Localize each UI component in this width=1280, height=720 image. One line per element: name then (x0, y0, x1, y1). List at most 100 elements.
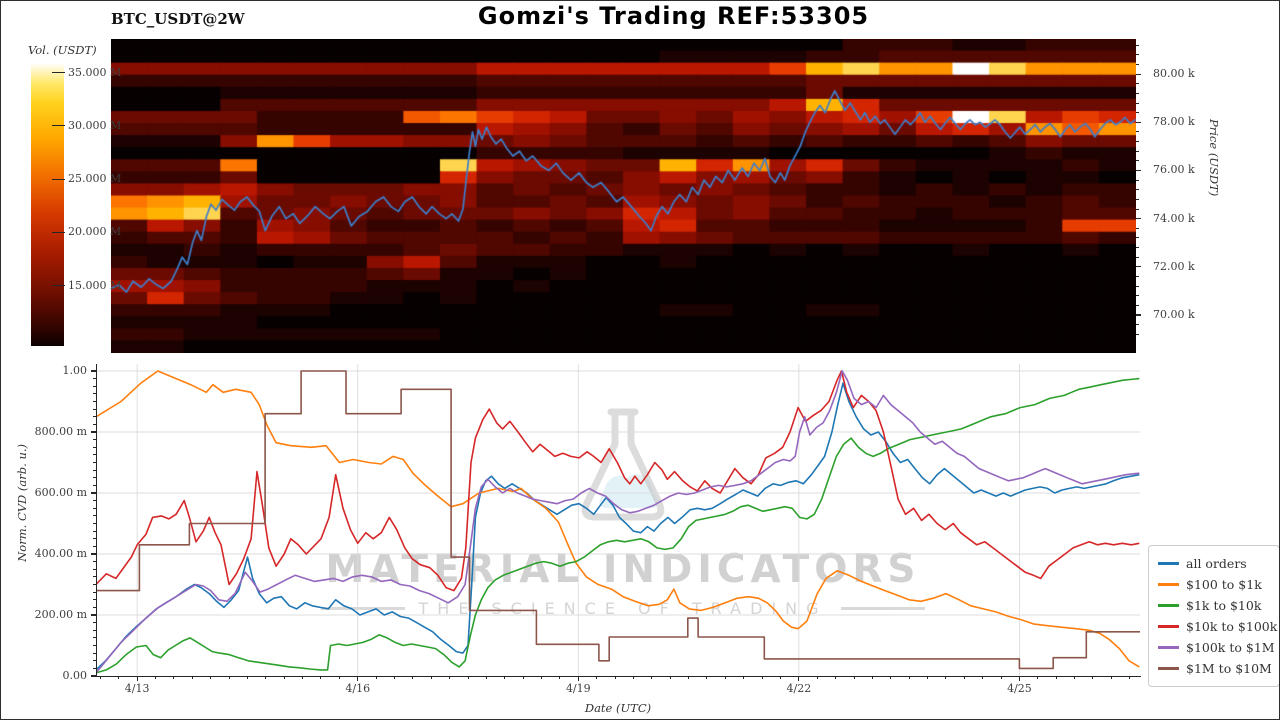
cvd-tick (91, 553, 96, 555)
colorbar-tick (52, 72, 65, 74)
x-minor-tick (559, 676, 561, 679)
cvd-tick-label: 0.00 (62, 669, 88, 682)
cvd-tick-label: 800.00 m (34, 425, 87, 438)
cvd-minor-tick (93, 645, 96, 646)
legend-label: $1M to $10M (1186, 661, 1272, 676)
price-minor-tick (1136, 179, 1139, 181)
price-minor-tick (1136, 160, 1139, 162)
price-minor-tick (1136, 285, 1139, 287)
watermark-rule-left (321, 607, 405, 610)
x-minor-tick (724, 676, 726, 679)
price-tick (1136, 266, 1141, 268)
legend-label: $100 to $1k (1186, 577, 1262, 592)
watermark-flask-icon (581, 408, 665, 521)
x-minor-tick (485, 676, 487, 679)
bottom-spine (96, 676, 1141, 677)
cvd-minor-tick (93, 637, 96, 639)
cvd-minor-tick (93, 446, 96, 448)
x-minor-tick (430, 676, 432, 679)
cvd-minor-tick (93, 530, 96, 532)
x-minor-tick (853, 676, 855, 679)
cvd-minor-tick (93, 545, 96, 547)
colorbar-tick (52, 178, 65, 180)
legend-swatch (1158, 667, 1179, 670)
series--100-to-1k (96, 370, 1140, 668)
x-minor-tick (816, 676, 818, 679)
cvd-minor-tick (93, 416, 96, 418)
cvd-minor-tick (93, 385, 96, 387)
x-minor-tick (191, 676, 193, 679)
x-minor-tick (228, 676, 230, 679)
price-minor-tick (1136, 333, 1139, 335)
price-minor-tick (1136, 275, 1139, 277)
price-tick-label: 70.00 k (1153, 307, 1195, 321)
x-minor-tick (1055, 676, 1057, 679)
x-tick (136, 676, 138, 681)
x-minor-tick (338, 676, 340, 679)
cvd-tick-label: 200.00 m (34, 608, 87, 621)
price-minor-tick (1136, 141, 1139, 143)
x-minor-tick (283, 676, 285, 679)
x-minor-tick (504, 676, 506, 679)
cvd-minor-tick (93, 469, 96, 471)
price-tick (1136, 218, 1141, 220)
x-minor-tick (393, 676, 395, 679)
x-minor-tick (963, 676, 965, 679)
x-tick-label: 4/19 (565, 682, 591, 695)
cvd-minor-tick (93, 423, 96, 425)
cvd-tick (91, 492, 96, 494)
x-minor-tick (1037, 676, 1039, 679)
legend-item: $1M to $10M (1158, 658, 1272, 679)
colorbar-tick-label: 25.000 M (68, 172, 122, 186)
cvd-tick-label: 1.00 (62, 364, 88, 377)
cvd-minor-tick (93, 462, 96, 463)
x-minor-tick (1092, 676, 1094, 679)
x-minor-tick (320, 676, 322, 679)
x-tick-label: 4/13 (124, 682, 150, 695)
x-minor-tick (467, 676, 469, 679)
series--1m-to-10m (96, 370, 1140, 670)
cvd-tick-label: 400.00 m (34, 547, 87, 560)
price-minor-tick (1136, 112, 1139, 114)
x-tick (1018, 676, 1020, 681)
x-minor-tick (375, 676, 377, 679)
page-title: Gomzi's Trading REF:53305 (477, 2, 870, 30)
price-minor-tick (1136, 189, 1139, 191)
cvd-tick (91, 675, 96, 677)
price-tick (1136, 73, 1141, 75)
cvd-minor-tick (93, 484, 96, 486)
x-minor-tick (99, 676, 101, 679)
x-minor-tick (541, 676, 543, 679)
cvd-minor-tick (93, 667, 96, 669)
x-minor-tick (982, 676, 984, 679)
colorbar-tick-label: 35.000 M (68, 65, 122, 79)
x-minor-tick (927, 676, 929, 679)
colorbar-title: Vol. (USDT) (28, 43, 97, 57)
cvd-minor-tick (93, 454, 96, 456)
x-minor-tick (1129, 676, 1131, 679)
cvd-minor-tick (93, 629, 96, 631)
volume-heatmap-canvas (111, 39, 1136, 353)
legend-swatch (1158, 562, 1179, 565)
legend-label: $10k to $100k (1186, 619, 1278, 634)
x-minor-tick (412, 676, 414, 679)
x-minor-tick (596, 676, 598, 679)
cvd-minor-tick (93, 561, 96, 563)
cvd-minor-tick (93, 606, 96, 608)
price-minor-tick (1136, 150, 1139, 152)
price-minor-tick (1136, 198, 1139, 200)
price-minor-tick (1136, 64, 1139, 66)
x-minor-tick (614, 676, 616, 679)
cvd-tick (91, 370, 96, 372)
x-minor-tick (908, 676, 910, 679)
price-minor-tick (1136, 54, 1139, 56)
symbol-label: BTC_USDT@2W (111, 10, 245, 28)
x-tick (577, 676, 579, 681)
price-tick-label: 74.00 k (1153, 211, 1195, 225)
x-minor-tick (1000, 676, 1002, 679)
price-minor-tick (1136, 83, 1139, 85)
colorbar-tick (52, 231, 65, 233)
price-minor-tick (1136, 44, 1139, 46)
volume-colorbar (31, 63, 64, 346)
legend-swatch (1158, 625, 1179, 628)
